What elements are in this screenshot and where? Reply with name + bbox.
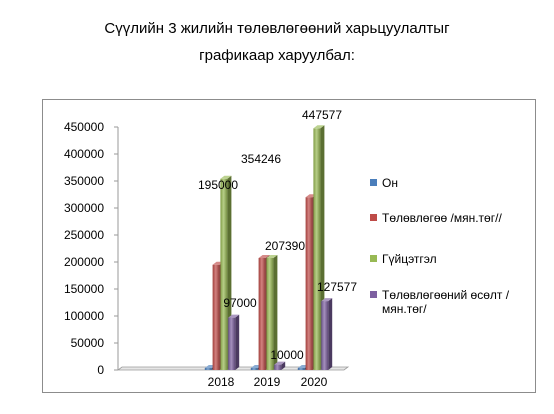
legend-swatch bbox=[370, 214, 377, 221]
data-label: 195000 bbox=[198, 178, 238, 192]
data-label: 10000 bbox=[270, 348, 304, 362]
bar bbox=[266, 255, 278, 370]
legend-label: Төлөвлөгөө /мян.төг// bbox=[382, 211, 502, 225]
data-label: 447577 bbox=[302, 108, 342, 122]
bar bbox=[321, 298, 333, 370]
y-tick-label: 0 bbox=[97, 363, 104, 377]
y-tick-label: 150000 bbox=[64, 282, 104, 296]
legend-swatch bbox=[370, 255, 377, 262]
chart-title-line-1: Сүүлийн 3 жилийн төлөвлөгөөний харьцуула… bbox=[104, 20, 450, 37]
chart-area-frame bbox=[42, 99, 536, 393]
bar bbox=[228, 314, 240, 370]
legend-item: Он bbox=[370, 176, 547, 190]
y-tick-label: 450000 bbox=[64, 120, 104, 134]
x-tick-label: 2020 bbox=[301, 375, 328, 389]
legend-item: Төлөвлөгөөний өсөлт /мян.төг/ bbox=[370, 288, 532, 316]
x-tick-label: 2019 bbox=[254, 375, 281, 389]
legend-label: Төлөвлөгөөний өсөлт /мян.төг/ bbox=[382, 288, 510, 316]
legend-label: Гүйцэтгэл bbox=[382, 252, 437, 266]
chart-title-line-2: графикаар харуулбал: bbox=[199, 47, 355, 64]
bar bbox=[274, 361, 286, 370]
legend-swatch bbox=[370, 179, 377, 186]
y-tick-label: 400000 bbox=[64, 147, 104, 161]
data-label: 207390 bbox=[265, 239, 305, 253]
x-tick-label: 2018 bbox=[208, 375, 235, 389]
y-tick-label: 50000 bbox=[71, 336, 105, 350]
data-label: 97000 bbox=[223, 296, 257, 310]
data-label: 127577 bbox=[317, 280, 357, 294]
legend-item: Гүйцэтгэл bbox=[370, 252, 547, 266]
legend-item: Төлөвлөгөө /мян.төг// bbox=[370, 211, 547, 225]
data-label: 354246 bbox=[241, 152, 281, 166]
y-tick-label: 200000 bbox=[64, 255, 104, 269]
y-tick-label: 300000 bbox=[64, 201, 104, 215]
y-tick-label: 250000 bbox=[64, 228, 104, 242]
legend-swatch bbox=[370, 291, 377, 298]
y-tick-label: 100000 bbox=[64, 309, 104, 323]
y-tick-label: 350000 bbox=[64, 174, 104, 188]
legend-label: Он bbox=[382, 176, 398, 190]
